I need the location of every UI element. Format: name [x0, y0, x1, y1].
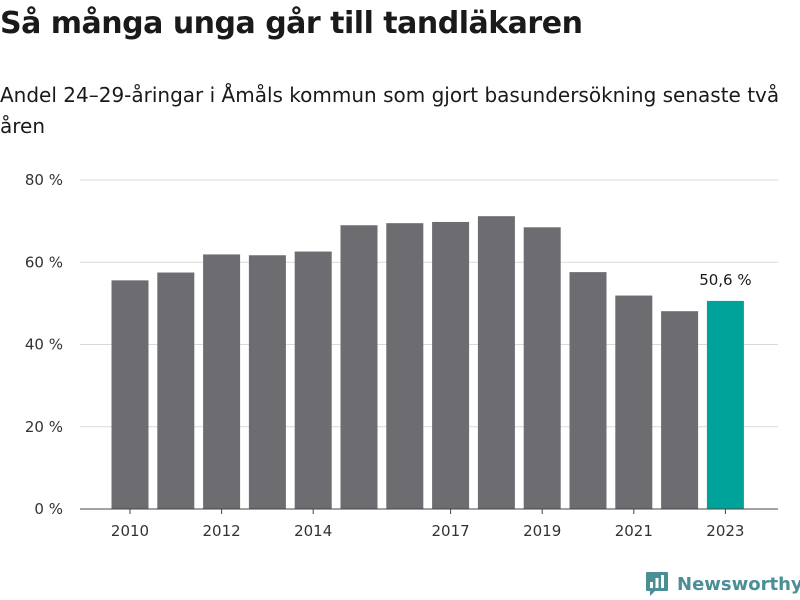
- x-tick-label: 2021: [615, 522, 653, 540]
- y-tick-label: 40 %: [25, 336, 63, 354]
- x-tick-label: 2019: [523, 522, 561, 540]
- y-tick-label: 0 %: [34, 500, 63, 518]
- chart-title: Så många unga går till tandläkaren: [0, 6, 583, 41]
- data-label-2023: 50,6 %: [699, 271, 751, 289]
- bar-2023: [706, 300, 744, 509]
- newsworthy-logo: Newsworthy: [645, 569, 800, 599]
- bar-2013: [248, 255, 286, 509]
- bar-2018: [477, 216, 515, 509]
- y-tick-label: 60 %: [25, 253, 63, 271]
- x-tick-label: 2014: [294, 522, 332, 540]
- bar-2020: [569, 272, 607, 509]
- bar-2021: [615, 295, 653, 509]
- x-tick-label: 2010: [111, 522, 149, 540]
- bar-chart: 0 % 20 % 40 % 60 % 80 % 2010 2012 2014 2017 2019 2…: [25, 171, 778, 540]
- bar-2011: [157, 272, 195, 509]
- brand-name: Newsworthy: [677, 573, 800, 595]
- newsworthy-logo-icon: [646, 572, 668, 596]
- x-tick-label: 2012: [203, 522, 241, 540]
- x-tick-label: 2023: [706, 522, 744, 540]
- bar-2010: [111, 280, 149, 509]
- bar-2014: [294, 251, 332, 509]
- bar-2022: [661, 311, 699, 509]
- x-tick-label: 2017: [432, 522, 470, 540]
- bar-2017: [432, 221, 470, 509]
- bar-2012: [203, 254, 241, 509]
- bar-2015: [340, 225, 378, 510]
- y-tick-label: 20 %: [25, 418, 63, 436]
- chart-subtitle: Andel 24–29-åringar i Åmåls kommun som g…: [0, 83, 780, 138]
- bar-2016: [386, 223, 424, 509]
- y-tick-label: 80 %: [25, 171, 63, 189]
- bar-2019: [523, 227, 561, 509]
